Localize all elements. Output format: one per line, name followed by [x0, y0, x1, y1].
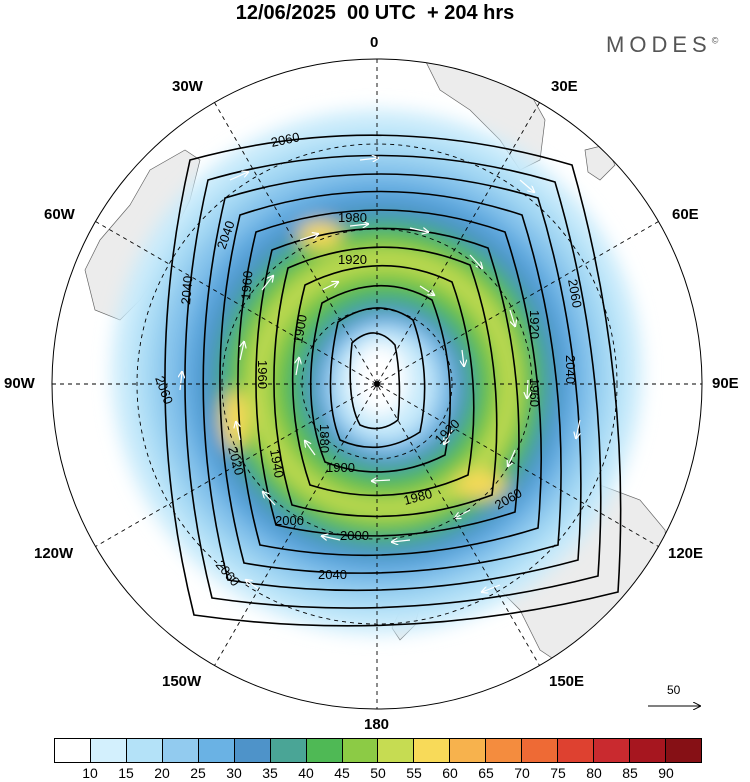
colorbar-tick-label: 45 [334, 765, 350, 781]
contour-2000 [219, 190, 562, 574]
map-disc [52, 59, 702, 709]
contour-1920 [291, 264, 475, 497]
south-pole-dot [374, 381, 380, 387]
height-contours [164, 134, 622, 627]
contour-label: 1980 [338, 210, 367, 225]
graticule [52, 59, 702, 709]
colorbar-cell [198, 739, 235, 762]
contour-1940 [273, 246, 498, 518]
colorbar-tick-label: 15 [118, 765, 134, 781]
colorbar-cell [126, 739, 163, 762]
contour-label: 1900 [290, 313, 310, 344]
colorbar-tick-label: 65 [478, 765, 494, 781]
colorbar-tick-label: 10 [82, 765, 98, 781]
contour-2040 [184, 154, 602, 609]
contour-label: 1880 [317, 424, 332, 453]
colorbar-cell [90, 739, 127, 762]
colorbar-cell [665, 739, 701, 762]
colorbar-tick-label: 90 [658, 765, 674, 781]
lon-label-30e: 30E [551, 78, 578, 95]
contour-label: 1900 [326, 460, 355, 475]
colorbar-cell [630, 739, 666, 762]
contour-label: 1960 [255, 360, 270, 389]
colorbar-cell [558, 739, 595, 762]
colorbar-cell [342, 739, 379, 762]
lon-label-180: 180 [364, 716, 390, 733]
lon-label-150w: 150W [162, 673, 202, 690]
contour-label: 1920 [527, 310, 542, 339]
contour-label: 1960 [238, 270, 255, 300]
colorbar-tick-label: 85 [622, 765, 638, 781]
colorbar-tick-label: 30 [226, 765, 242, 781]
colorbar-tick-label: 25 [190, 765, 206, 781]
lon-label-30w: 30W [172, 78, 203, 95]
colorbar-labels: 10 15 20 25 30 35 40 45 50 55 60 65 70 75 80 85 90 [0, 765, 750, 782]
copyright-mark: © [711, 35, 719, 46]
contour-label: 2040 [318, 567, 347, 582]
colorbar-tick-label: 20 [154, 765, 170, 781]
colorbar-cell [162, 739, 199, 762]
contour-label: 2000 [340, 528, 369, 543]
contour-label: 1920 [338, 252, 367, 267]
colorbar-cell [234, 739, 271, 762]
colorbar-tick-label: 80 [586, 765, 602, 781]
contour-label: 2000 [275, 513, 304, 528]
modes-logo: MODES© [606, 32, 718, 58]
colorbar-tick-label: 55 [406, 765, 422, 781]
contour-label: 2040 [563, 355, 578, 384]
wind-vectors [180, 158, 580, 592]
lon-label-60e: 60E [672, 206, 699, 223]
map-title: 12/06/2025 00 UTC + 204 hrs [235, 2, 515, 24]
lon-label-150e: 150E [549, 673, 585, 690]
lon-label-120w: 120W [34, 545, 74, 562]
lon-label-120e: 120E [668, 545, 704, 562]
latitude-circle-3 [136, 143, 618, 625]
colorbar-cell [378, 739, 415, 762]
colorbar-cell [486, 739, 523, 762]
contour-label: 2060 [565, 278, 585, 309]
colorbar-cell [55, 739, 91, 762]
colorbar-tick-label: 70 [514, 765, 530, 781]
lon-label-90w: 90W [4, 375, 35, 392]
contour-label: 1940 [267, 448, 287, 479]
lon-label-60w: 60W [44, 206, 75, 223]
contour-label: 2020 [225, 445, 247, 477]
colorbar-tick-label: 40 [298, 765, 314, 781]
map-border [51, 58, 703, 710]
logo-text: MODES [606, 32, 712, 57]
colorbar [54, 738, 702, 763]
contour-label: 2040 [178, 275, 195, 305]
colorbar-tick-label: 75 [550, 765, 566, 781]
colorbar-tick-label: 60 [442, 765, 458, 781]
colorbar-tick-label: 50 [370, 765, 386, 781]
colorbar-cell [306, 739, 343, 762]
colorbar-cell [450, 739, 487, 762]
contour-label: 1960 [527, 378, 542, 407]
colorbar-tick-label: 35 [262, 765, 278, 781]
colorbar-cell [522, 739, 559, 762]
contour-1980 [237, 209, 543, 557]
colorbar-cell [414, 739, 451, 762]
lon-label-90e: 90E [712, 375, 739, 392]
colorbar-cell [270, 739, 307, 762]
contour-2020 [202, 173, 582, 592]
contour-label: 2060 [270, 129, 301, 150]
polar-map: 2060 1980 1920 1900 1880 2020 1940 2040 … [51, 58, 703, 735]
contour-1860 [349, 332, 401, 430]
reference-vector-label: 50 [667, 683, 681, 697]
contour-1900 [309, 284, 451, 473]
lon-label-0: 0 [370, 34, 379, 51]
colorbar-cell [594, 739, 630, 762]
contour-2060 [164, 134, 622, 627]
contour-label: 1980 [402, 486, 434, 508]
